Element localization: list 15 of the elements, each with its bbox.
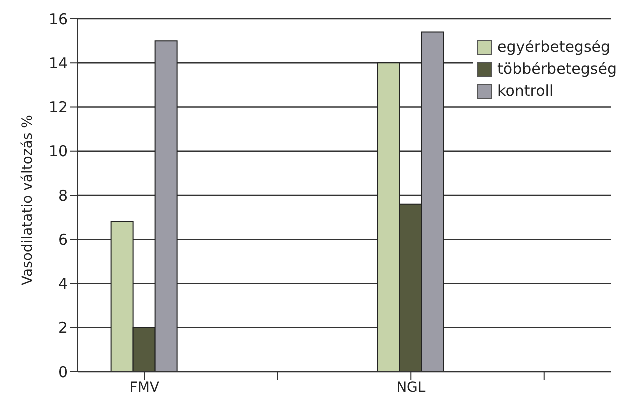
x-tick-label: NGL (396, 380, 426, 396)
y-tick-label: 14 (48, 54, 68, 72)
y-tick-label: 12 (48, 98, 68, 117)
y-axis-title: Vasodilatatio változás % (20, 115, 36, 286)
y-tick-label: 8 (58, 186, 68, 205)
x-tick-label: FMV (130, 380, 160, 396)
y-tick-label: 2 (58, 319, 68, 338)
legend-label: többérbetegség (498, 60, 617, 78)
y-tick-label: 16 (48, 10, 68, 28)
y-tick-label: 0 (58, 363, 68, 382)
y-tick-label: 10 (48, 142, 68, 161)
y-tick-label: 4 (58, 275, 68, 294)
legend-label: kontroll (498, 82, 554, 100)
y-tick-label: 6 (58, 230, 68, 249)
legend-label: egyérbetegség (498, 38, 611, 56)
